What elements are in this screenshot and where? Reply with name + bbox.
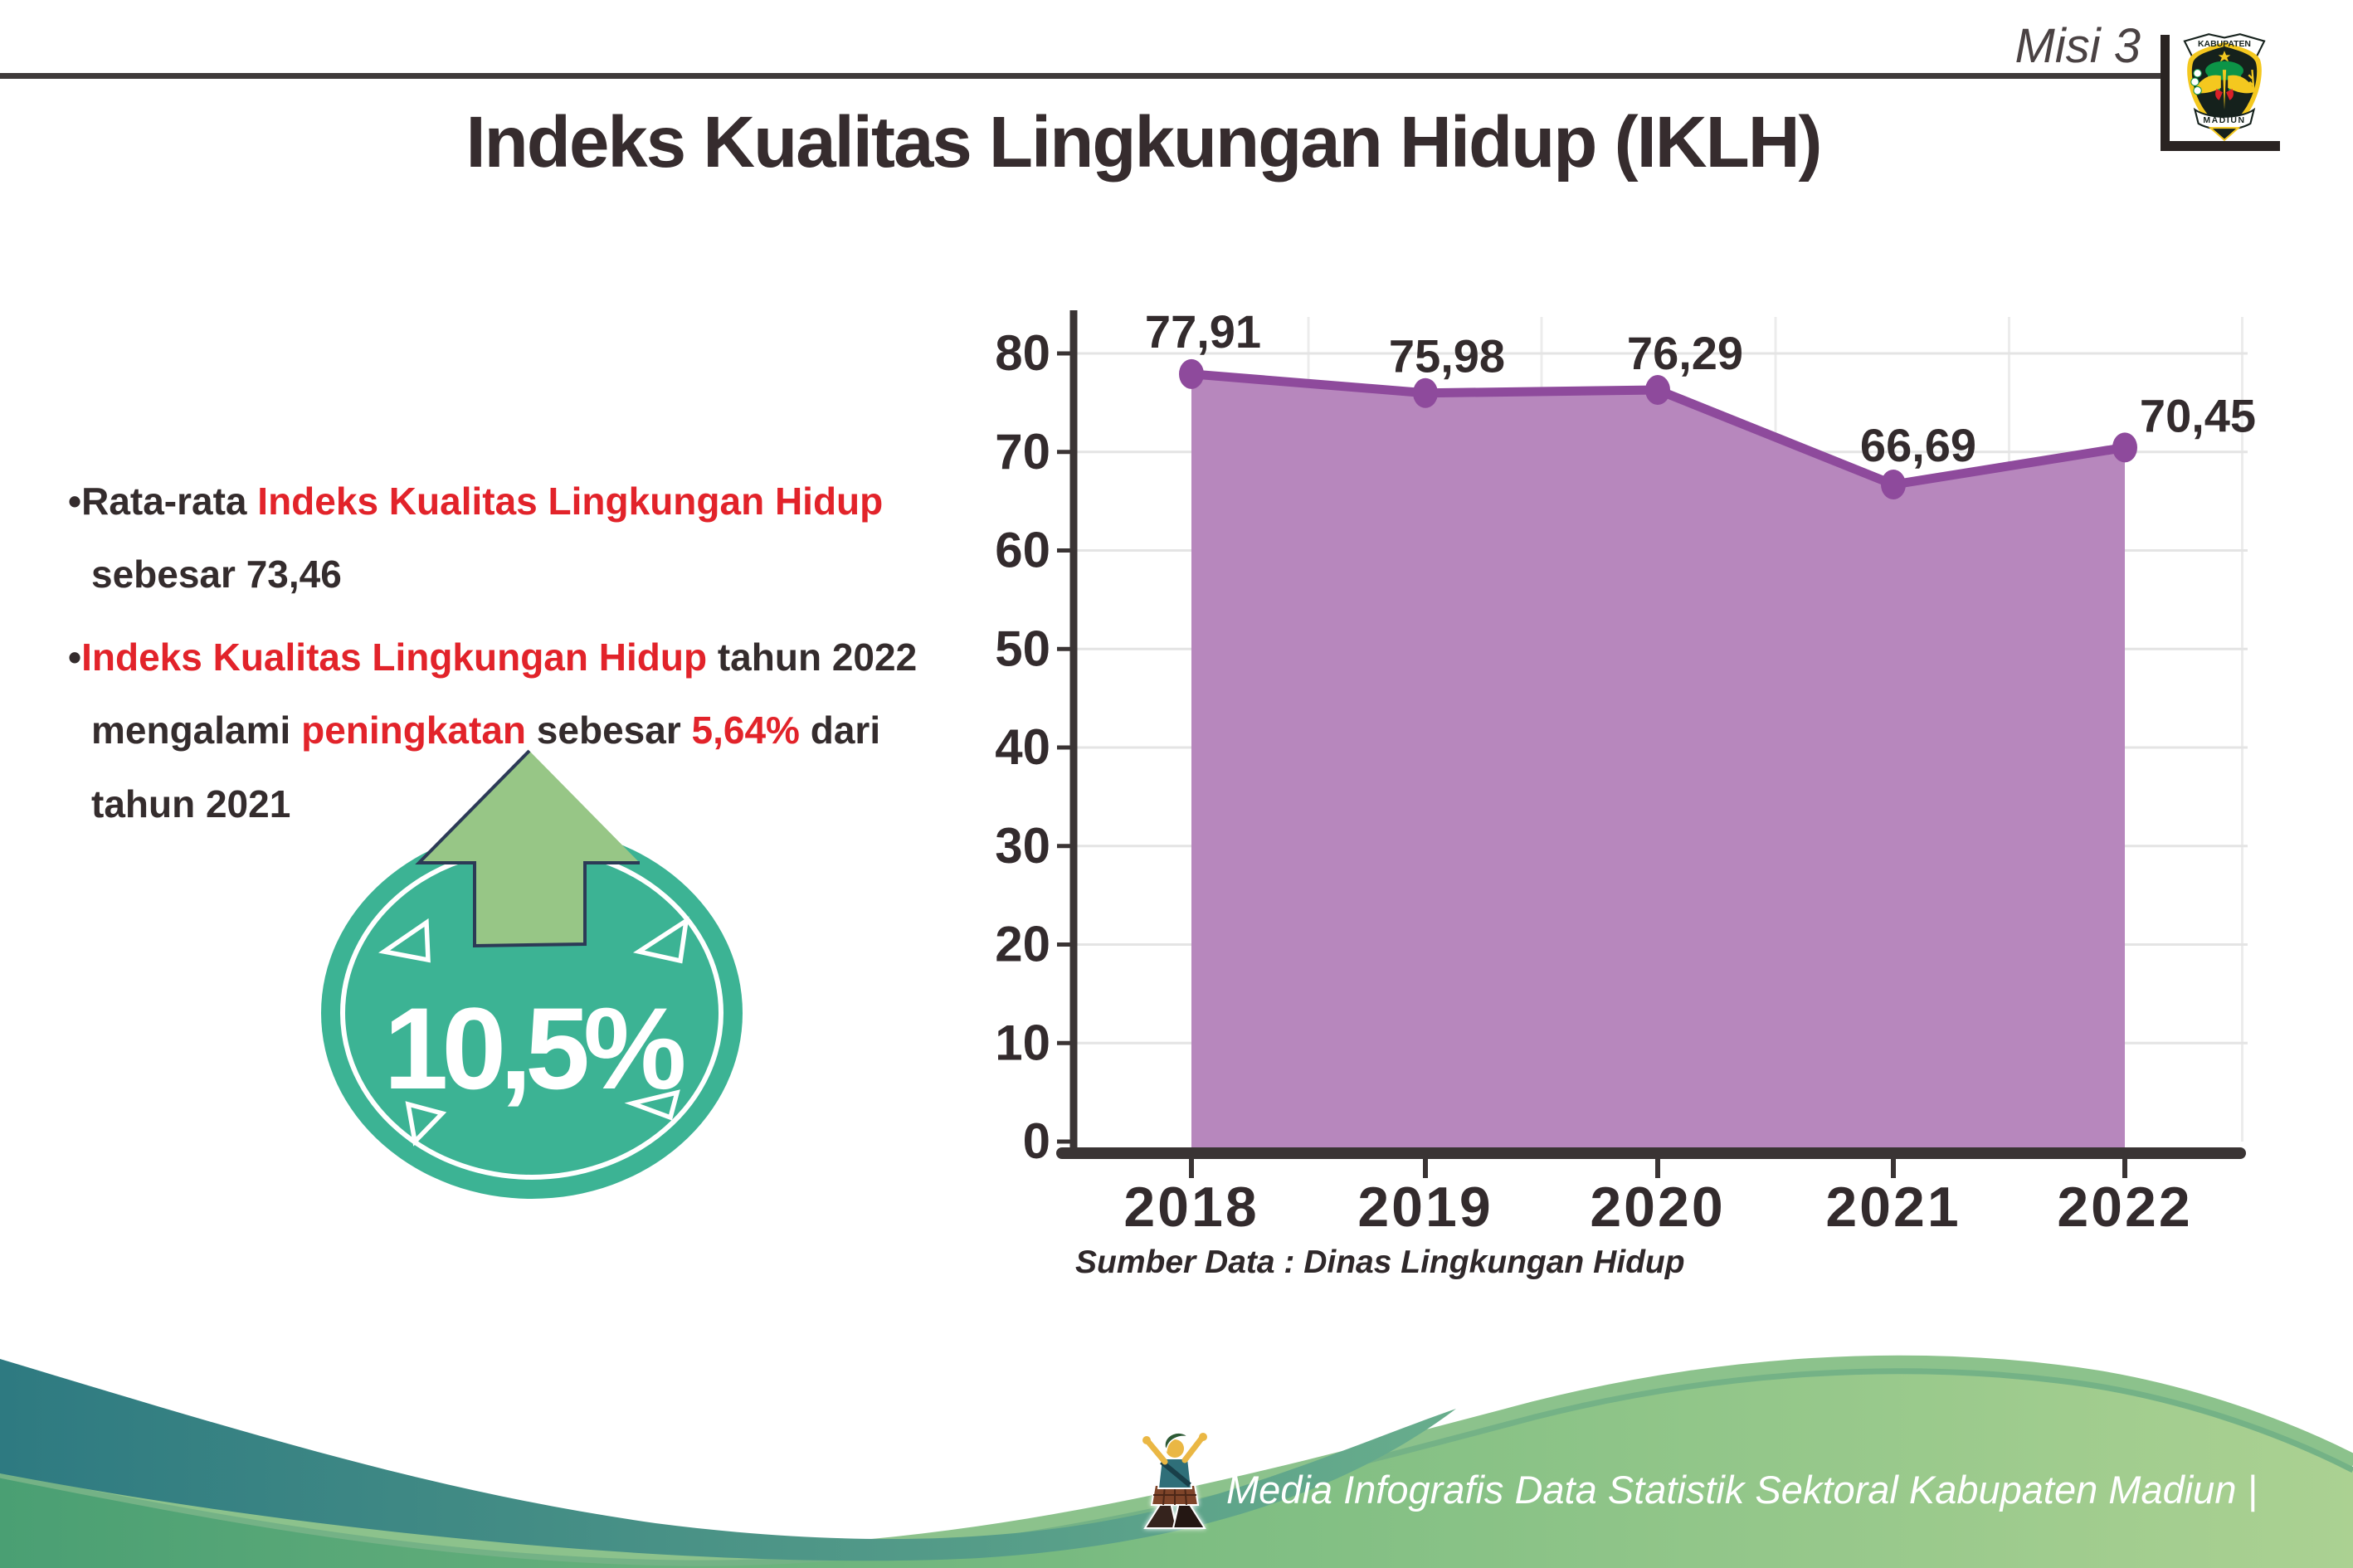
page-title: Indeks Kualitas Lingkungan Hidup (IKLH) [465, 102, 1822, 183]
logo-red-right [2226, 89, 2234, 100]
data-value-label: 76,29 [1627, 327, 1743, 379]
footer-credit: Media Infografis Data Statistik Sektoral… [1226, 1468, 2258, 1512]
bullet2-dot: • [68, 635, 82, 679]
x-tick-label: 2021 [1825, 1176, 1961, 1239]
data-value-label: 70,45 [2140, 389, 2256, 441]
bullet2-t3: dari [799, 709, 881, 752]
logo-top-text: KABUPATEN [2198, 40, 2251, 49]
wave-teal [0, 1359, 1456, 1561]
y-tick-label: 50 [995, 621, 1050, 676]
bullet1-highlight: Indeks Kualitas Lingkungan Hidup [257, 480, 884, 523]
dancer-mascot-icon [1142, 1432, 1207, 1529]
x-tick-label: 2018 [1123, 1176, 1259, 1239]
bullet2-highlight3: 5,64% [691, 709, 800, 752]
bullet2-highlight1: Indeks Kualitas Lingkungan Hidup [81, 635, 708, 679]
y-tick-label: 70 [995, 424, 1050, 480]
logo-wheat [2248, 70, 2255, 93]
bullet2-t1: mengalami [91, 709, 302, 752]
y-tick-label: 0 [1023, 1113, 1050, 1169]
data-point-marker [1645, 375, 1670, 406]
wave-green [0, 1371, 2353, 1568]
data-point-marker [1881, 470, 1906, 500]
y-tick-label: 80 [995, 325, 1050, 381]
spark-top-right [632, 916, 689, 964]
badge-spark-triangles [378, 916, 689, 1147]
bullet2-highlight2: peningkatan [301, 709, 527, 752]
kabupaten-madiun-logo: KABUPATEN MADIUN [2183, 33, 2266, 142]
chart-source-note: Sumber Data : Dinas Lingkungan Hidup [1075, 1244, 1685, 1280]
data-point-marker [1413, 377, 1438, 408]
spark-top-left [378, 918, 431, 963]
logo-wing-right [2228, 75, 2256, 94]
logo-star [2218, 51, 2231, 62]
footer-waves [0, 1355, 2353, 1568]
header-divider [0, 73, 2162, 79]
badge-value: 10,5% [384, 983, 684, 1113]
up-arrow-outline [415, 749, 640, 948]
logo-cotton [2190, 69, 2202, 95]
logo-frame-horizontal [2161, 141, 2280, 151]
bullet2-line3: tahun 2021 [68, 767, 997, 840]
bullet1-line1: •Rata-rata Indeks Kualitas Lingkungan Hi… [68, 465, 964, 538]
data-point-marker [1179, 358, 1204, 389]
bullet-iklh-increase: •Indeks Kualitas Lingkungan Hidup tahun … [68, 621, 997, 840]
y-tick-label: 20 [995, 917, 1050, 972]
logo-red-left [2215, 89, 2223, 100]
y-tick-label: 40 [995, 719, 1050, 775]
x-tick-label: 2019 [1357, 1176, 1493, 1239]
logo-frame-vertical [2161, 35, 2170, 148]
bullet2-line2: mengalami peningkatan sebesar 5,64% dari [68, 694, 997, 767]
logo-bottom-text: MADIUN [2203, 116, 2245, 125]
x-tick-label: 2022 [2057, 1176, 2192, 1239]
bullet1-line2: sebesar 73,46 [68, 538, 964, 611]
bullet1-line2-text: sebesar 73,46 [91, 553, 342, 597]
logo-bottom-tip [2208, 127, 2241, 142]
increase-badge: 10,5% [321, 749, 743, 1199]
bullet2-line3-text: tahun 2021 [91, 782, 291, 825]
x-tick-label: 2020 [1590, 1176, 1725, 1239]
data-value-label: 77,91 [1145, 305, 1261, 358]
mission-label: Misi 3 [2014, 19, 2141, 73]
data-value-label: 66,69 [1860, 419, 1976, 471]
iklh-area-chart: 0 10 20 30 40 50 60 70 80 2018 2019 2020 2021 2022 77,… [995, 305, 2256, 1239]
data-point-marker [2112, 432, 2137, 463]
spark-bottom-right [624, 1089, 680, 1121]
bullet1-prefix: •Rata-rata [68, 480, 258, 523]
bullet2-t2: sebesar [526, 709, 692, 752]
y-tick-label: 10 [995, 1015, 1050, 1070]
bullet-average-iklh: •Rata-rata Indeks Kualitas Lingkungan Hi… [68, 465, 964, 611]
data-value-label: 75,98 [1389, 330, 1505, 382]
bullet2-year: tahun 2022 [707, 635, 918, 679]
y-tick-label: 30 [995, 818, 1050, 874]
logo-kris [2222, 70, 2227, 110]
y-tick-label: 60 [995, 523, 1050, 578]
area-fill [1191, 373, 2125, 1149]
spark-bottom-left [405, 1101, 447, 1147]
bullet2-line1: •Indeks Kualitas Lingkungan Hidup tahun … [68, 621, 997, 694]
